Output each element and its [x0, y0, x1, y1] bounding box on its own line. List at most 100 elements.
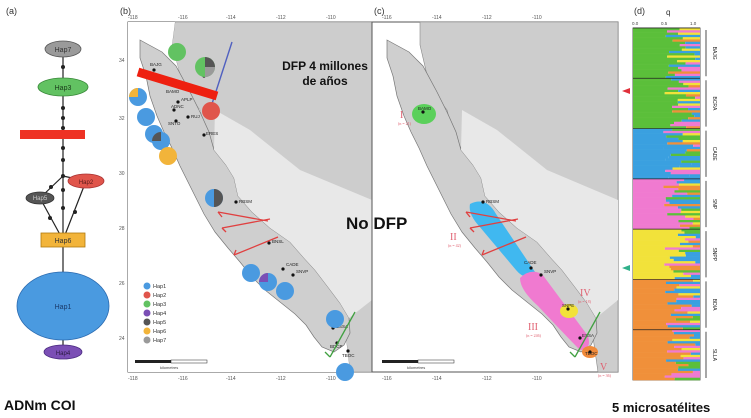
structure-bar-segment — [633, 336, 690, 340]
structure-bar-segment — [679, 242, 700, 246]
structure-bar-segment — [633, 146, 664, 150]
structure-bar-segment — [695, 236, 700, 239]
tick-top: -112 — [276, 15, 286, 21]
structure-bar-segment — [667, 341, 700, 344]
structure-bar-segment — [633, 53, 695, 56]
tick-bottom: -114 — [432, 376, 442, 382]
structure-bar-segment — [633, 85, 689, 88]
structure-bar-segment — [633, 181, 677, 184]
hap2-node-label: Hap2 — [79, 180, 94, 186]
structure-bar-segment — [664, 204, 700, 207]
structure-group-label: SLLA — [711, 349, 717, 362]
structure-bar-segment — [633, 334, 694, 337]
structure-bar-segment — [633, 44, 680, 47]
structure-bar-segment — [663, 130, 700, 134]
structure-bar-segment — [633, 377, 675, 381]
structure-bar-segment — [633, 73, 675, 77]
site-label: TBOC — [342, 353, 355, 358]
structure-bar-segment — [677, 368, 700, 372]
structure-bar-segment — [633, 57, 696, 61]
structure-bar-segment — [633, 69, 682, 72]
structure-bar-segment — [633, 254, 686, 257]
structure-bar-segment — [677, 101, 700, 104]
structure-bar-segment — [681, 69, 700, 72]
structure-bar-segment — [678, 103, 700, 107]
structure-bar-segment — [669, 201, 700, 205]
map-b: -118 -116 -114 -112 -110 -118 -116 -114 … — [119, 15, 373, 382]
structure-bar-segment — [633, 144, 694, 148]
structure-bar-segment — [633, 108, 689, 111]
hap3-node-label: Hap3 — [55, 85, 72, 92]
structure-bar-segment — [633, 201, 670, 205]
structure-bar-segment — [674, 190, 700, 193]
structure-bar-segment — [633, 359, 667, 363]
structure-bar-segment — [633, 272, 684, 276]
legend-entry: Hap5 — [153, 320, 166, 326]
structure-bar-segment — [691, 162, 700, 166]
hap4-node-label: Hap4 — [56, 351, 71, 357]
tick-bottom: -116 — [382, 376, 392, 382]
structure-bar-segment — [633, 142, 668, 145]
structure-bar-segment — [633, 137, 679, 141]
structure-bar-segment — [633, 311, 688, 315]
tick-top: -110 — [532, 15, 542, 21]
structure-bar-segment — [681, 48, 700, 52]
structure-bar-segment — [681, 119, 700, 123]
barrier-line-green — [324, 311, 356, 358]
structure-bar-segment — [633, 169, 666, 173]
structure-bar-segment — [633, 375, 665, 379]
site-label: BAJG — [150, 62, 162, 67]
structure-bar-segment — [633, 357, 684, 360]
structure-bar-segment — [687, 192, 700, 196]
structure-bar-segment — [633, 55, 668, 59]
structure-bar-segment — [695, 96, 700, 100]
structure-bar-segment — [633, 28, 680, 31]
structure-bar-segment — [633, 364, 689, 367]
tick-top: -116 — [178, 15, 188, 21]
structure-bar-segment — [678, 80, 700, 84]
structure-bar-segment — [669, 50, 700, 54]
structure-bar-segment — [633, 233, 678, 237]
scale-bar: kilometres — [135, 359, 208, 370]
structure-bar-segment — [679, 284, 700, 287]
tick-top: -118 — [128, 15, 138, 21]
structure-bar-segment — [678, 293, 700, 296]
structure-bar-segment — [633, 149, 687, 152]
mutation-dot — [61, 158, 65, 162]
left-caption: ADNm COI — [4, 397, 76, 413]
structure-bar-segment — [663, 185, 700, 189]
structure-bar-segment — [670, 172, 700, 175]
site-label: TBOC — [585, 351, 598, 356]
structure-bar-segment — [633, 34, 666, 38]
structure-bar-segment — [633, 176, 669, 180]
structure-bar-segment — [633, 204, 665, 207]
structure-bar-segment — [681, 160, 700, 164]
tick-left: 26 — [119, 281, 125, 287]
structure-bar-segment — [633, 240, 689, 244]
structure-bar-segment — [633, 208, 682, 212]
structure-bar-segment — [633, 194, 673, 198]
structure-bar-segment — [678, 89, 700, 93]
structure-bar-segment — [666, 359, 700, 363]
site-label: BAMO — [166, 89, 180, 94]
haplotype-legend: Hap1 Hap2 Hap3 Hap4 Hap5 Hap6 Hap7 — [143, 282, 166, 344]
structure-bar-segment — [633, 295, 694, 299]
structure-bar-segment — [669, 256, 700, 260]
structure-bar-segment — [633, 183, 680, 187]
structure-bar-segment — [633, 160, 682, 164]
structure-bar-segment — [633, 101, 678, 104]
structure-bar-segment — [633, 87, 668, 91]
structure-bar-segment — [633, 80, 679, 84]
structure-bar-segment — [674, 309, 700, 312]
dfp-annotation: DFP 4 millones de años — [270, 59, 380, 89]
structure-bar-segment — [665, 281, 700, 285]
structure-bar-segment — [681, 306, 700, 310]
structure-bar-segment — [633, 103, 679, 107]
structure-bar-segment — [633, 188, 679, 191]
site-label: SNPE — [562, 303, 574, 308]
structure-bar-segment — [676, 297, 700, 301]
cluster-label: V — [600, 362, 608, 373]
cluster-label: IV — [580, 288, 591, 299]
mutation-dot — [61, 188, 65, 192]
structure-bar-segment — [633, 252, 686, 255]
